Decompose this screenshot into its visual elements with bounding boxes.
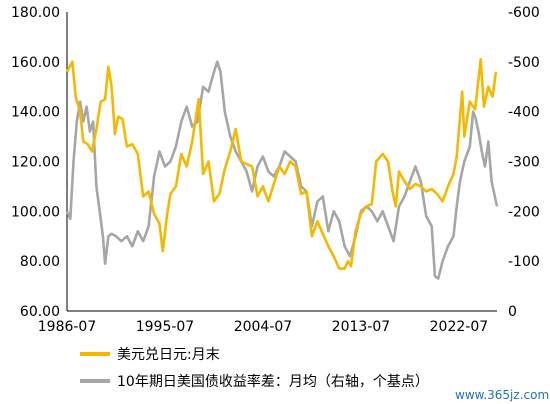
series-lines	[65, 58, 499, 280]
right-tick-label: -200	[508, 204, 540, 220]
left-tick-label: 60.00	[20, 304, 60, 320]
right-tick-label: -300	[508, 155, 540, 171]
left-tick-label: 80.00	[20, 254, 60, 270]
x-tick-label: 2004-07	[234, 319, 293, 335]
right-tick-label: -100	[508, 254, 540, 270]
x-tick-label: 2022-07	[430, 319, 489, 335]
right-tick-label: -500	[508, 55, 540, 71]
x-tick-labels: 1986-07 1995-07 2004-07 2013-07 2022-07	[38, 319, 488, 335]
right-tick-label: 0	[508, 304, 517, 320]
left-tick-label: 160.00	[11, 55, 60, 71]
legend-label: 美元兑日元:月末	[117, 347, 220, 363]
left-axis-tick-labels: 180.00 160.00 140.00 120.00 100.00 80.00 60.00	[11, 5, 60, 320]
right-tick-label: -400	[508, 105, 540, 121]
left-tick-label: 120.00	[11, 155, 60, 171]
right-axis-tick-labels: -600 -500 -400 -300 -200 -100 0	[508, 5, 540, 320]
left-tick-label: 100.00	[11, 204, 60, 220]
right-tick-label: -600	[508, 5, 540, 21]
legend-label: 10年期日美国债收益率差：月均（右轴，个基点）	[117, 373, 429, 390]
left-tick-label: 180.00	[11, 5, 60, 21]
usd-jpy-line	[65, 58, 498, 270]
x-tick-label: 2013-07	[332, 319, 391, 335]
x-tick-label: 1995-07	[136, 319, 195, 335]
x-tick-label: 1986-07	[38, 319, 97, 335]
left-tick-label: 140.00	[11, 105, 60, 121]
legend: 美元兑日元:月末 10年期日美国债收益率差：月均（右轴，个基点）	[80, 347, 429, 390]
watermark: www.365jz.com	[455, 388, 549, 402]
